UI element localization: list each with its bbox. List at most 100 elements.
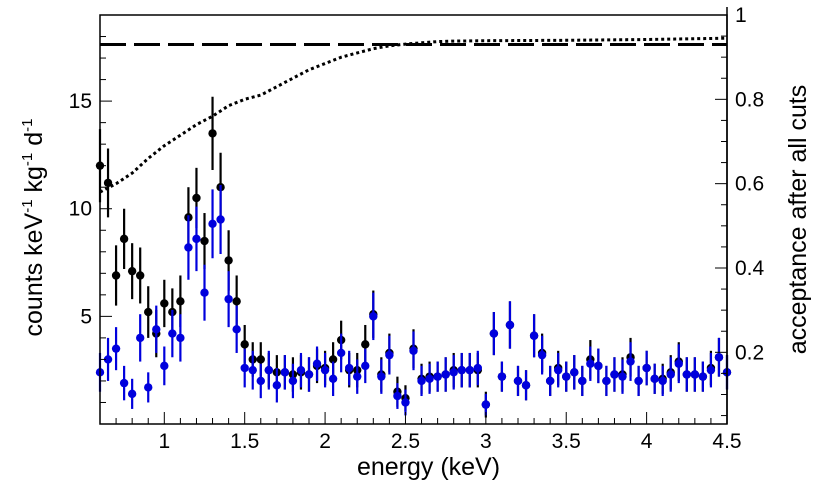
blue-data-point bbox=[312, 359, 322, 368]
y-tick-label: 10 bbox=[69, 198, 92, 221]
blue-data-point bbox=[377, 372, 386, 381]
x-tick-label: 3 bbox=[480, 430, 492, 453]
blue-data-point bbox=[449, 368, 458, 377]
blue-data-point bbox=[304, 370, 314, 379]
blue-data-point bbox=[336, 348, 346, 358]
blue-data-point bbox=[682, 370, 692, 379]
blue-data-point bbox=[562, 372, 571, 381]
y2-tick-label: 0.2 bbox=[735, 341, 764, 364]
black-data-point bbox=[135, 271, 145, 280]
blue-data-point bbox=[521, 381, 531, 390]
blue-data-point bbox=[296, 365, 306, 375]
blue-data-point bbox=[417, 376, 426, 386]
blue-data-point bbox=[634, 376, 643, 386]
blue-data-point bbox=[642, 363, 651, 373]
x-tick-label: 1 bbox=[158, 430, 170, 453]
blue-data-point bbox=[152, 325, 161, 334]
black-data-point bbox=[208, 129, 217, 138]
black-data-point bbox=[119, 234, 129, 244]
black-data-point bbox=[361, 340, 370, 349]
blue-data-point bbox=[361, 361, 370, 371]
black-data-point bbox=[232, 297, 241, 306]
y-tick-label: 5 bbox=[80, 305, 92, 328]
blue-data-point bbox=[409, 346, 418, 356]
blue-data-point bbox=[256, 376, 265, 386]
blue-data-point bbox=[465, 365, 474, 375]
blue-data-point bbox=[216, 215, 225, 224]
blue-data-point bbox=[610, 370, 619, 379]
blue-data-point bbox=[119, 378, 129, 388]
blue-data-point bbox=[626, 357, 635, 366]
blue-data-point bbox=[674, 359, 683, 368]
blue-data-point bbox=[401, 398, 410, 407]
blue-data-point bbox=[232, 325, 241, 334]
black-data-point bbox=[111, 271, 121, 280]
x-tick-label: 2.5 bbox=[391, 430, 420, 453]
blue-data-point bbox=[344, 363, 354, 373]
blue-data-point bbox=[602, 376, 611, 386]
y2-tick-label: 0.8 bbox=[735, 88, 764, 111]
blue-data-point bbox=[369, 312, 378, 321]
black-data-point bbox=[103, 178, 113, 188]
blue-data-point bbox=[618, 372, 627, 381]
blue-data-point bbox=[328, 374, 338, 383]
data-layer bbox=[95, 36, 732, 418]
black-data-point bbox=[176, 297, 185, 306]
blue-data-point bbox=[127, 389, 137, 399]
blue-data-point bbox=[706, 365, 716, 375]
blue-data-point bbox=[111, 344, 121, 353]
x-tick-label: 2 bbox=[319, 430, 331, 453]
blue-data-point bbox=[425, 374, 434, 383]
blue-data-point bbox=[513, 376, 523, 386]
axes-layer: 1 1.5 2 2.5 3 3.5 4 4.5 5 10 15 0.2 0.4 0.6 0.8 1 bbox=[69, 4, 765, 453]
x-axis-title: energy (keV) bbox=[357, 453, 500, 481]
blue-data-point bbox=[457, 365, 466, 375]
blue-data-point bbox=[545, 376, 555, 386]
blue-data-point bbox=[529, 331, 539, 340]
blue-data-point bbox=[594, 361, 603, 371]
blue-data-point bbox=[537, 350, 547, 360]
black-data-point bbox=[224, 256, 233, 265]
y2-tick-label: 1 bbox=[735, 4, 747, 27]
blue-data-point bbox=[578, 376, 587, 386]
y-axis-title-exp3: -1 bbox=[19, 119, 36, 132]
black-data-point bbox=[200, 236, 209, 246]
black-data-point bbox=[240, 340, 249, 349]
black-data-point bbox=[328, 355, 338, 364]
blue-data-point bbox=[184, 243, 193, 252]
blue-data-point bbox=[353, 372, 362, 381]
blue-data-point bbox=[553, 365, 563, 375]
blue-data-point bbox=[248, 365, 257, 375]
x-tick-label: 3.5 bbox=[552, 430, 581, 453]
blue-data-point bbox=[489, 329, 499, 338]
y-axis-title-base: counts keV bbox=[20, 212, 48, 336]
y-axis-title-exp1: -1 bbox=[19, 199, 36, 212]
y2-tick-label: 0.6 bbox=[735, 173, 764, 196]
blue-data-point bbox=[168, 329, 177, 338]
blue-data-point bbox=[393, 391, 402, 401]
blue-data-point bbox=[690, 370, 700, 379]
blue-data-point bbox=[176, 333, 185, 343]
blue-data-point bbox=[714, 353, 724, 362]
blue-data-point bbox=[160, 361, 169, 371]
blue-data-point bbox=[658, 376, 667, 386]
blue-data-point bbox=[224, 294, 233, 304]
black-data-point bbox=[144, 307, 153, 317]
blue-data-point bbox=[505, 320, 515, 330]
y-axis-title-mid2: d bbox=[20, 132, 48, 153]
blue-data-point bbox=[586, 359, 595, 368]
blue-data-point bbox=[264, 365, 274, 375]
blue-data-point bbox=[433, 372, 442, 381]
black-data-point bbox=[192, 193, 201, 203]
blue-data-point bbox=[144, 383, 153, 392]
blue-data-point bbox=[698, 372, 708, 381]
blue-data-point bbox=[135, 333, 145, 343]
black-data-point bbox=[160, 299, 169, 308]
x-tick-label: 4 bbox=[641, 430, 653, 453]
blue-data-point bbox=[666, 370, 675, 379]
blue-data-point bbox=[473, 363, 483, 373]
blue-data-point bbox=[650, 374, 659, 383]
x-tick-label: 4.5 bbox=[712, 430, 741, 453]
blue-data-point bbox=[288, 376, 298, 386]
